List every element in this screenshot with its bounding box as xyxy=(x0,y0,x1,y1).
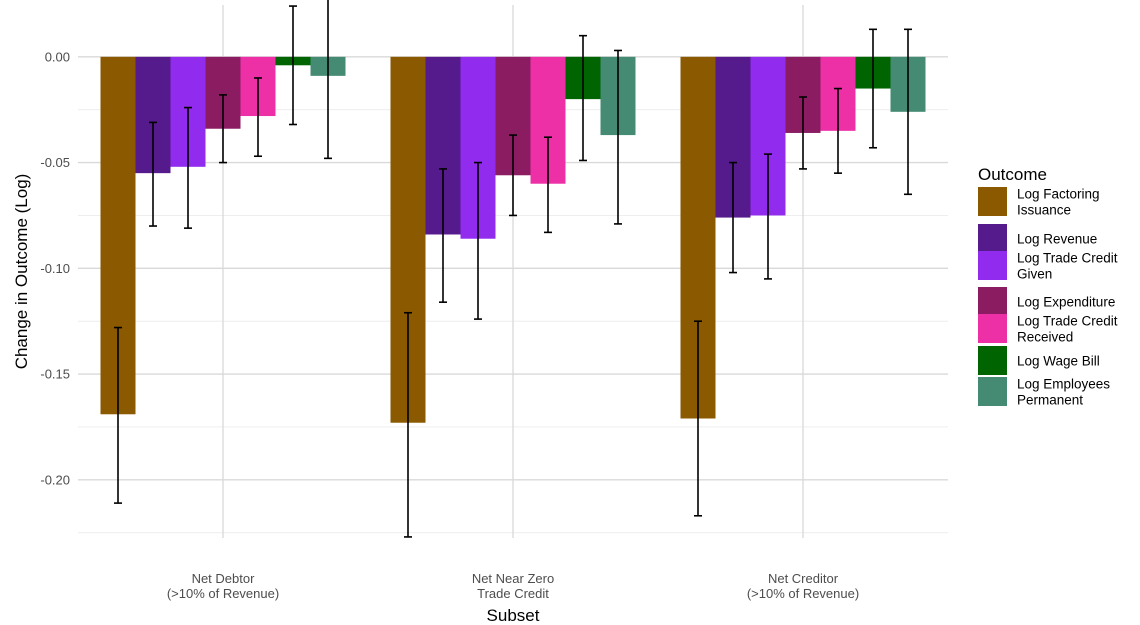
legend-item: Log Trade Credit Received xyxy=(978,314,1118,345)
legend: Outcome Log Factoring Issuance Log Revenue… xyxy=(978,165,1118,408)
legend-item: Log Expenditure xyxy=(978,287,1115,316)
legend-label: Log Revenue xyxy=(1017,232,1097,247)
error-bar xyxy=(509,134,517,217)
error-bar xyxy=(764,153,772,280)
error-bar xyxy=(614,49,622,225)
error-bar xyxy=(254,77,262,158)
x-axis-ticks: Net Debtor (>10% of Revenue) Net Near Zero… xyxy=(167,571,859,601)
legend-label: Log Expenditure xyxy=(1017,295,1115,310)
legend-key xyxy=(978,287,1007,316)
legend-key xyxy=(978,224,1007,253)
error-bar xyxy=(324,0,332,160)
error-bar xyxy=(579,34,587,162)
y-tick-label: -0.20 xyxy=(40,472,70,487)
error-bar xyxy=(799,96,807,170)
error-bar xyxy=(474,161,482,320)
y-tick-label: -0.10 xyxy=(40,261,70,276)
y-tick-label: -0.05 xyxy=(40,155,70,170)
error-bar xyxy=(729,161,737,274)
error-bar xyxy=(834,87,842,174)
legend-label: Log Wage Bill xyxy=(1017,354,1100,369)
error-bar xyxy=(694,320,702,517)
legend-key xyxy=(978,314,1007,343)
legend-key xyxy=(978,346,1007,375)
y-axis-title: Change in Outcome (Log) xyxy=(12,174,31,370)
error-bar xyxy=(904,28,912,196)
error-bar xyxy=(439,168,447,303)
error-bar xyxy=(149,121,157,227)
legend-label: Log Trade Credit Given xyxy=(1017,251,1118,282)
legend-item: Log Factoring Issuance xyxy=(978,187,1100,218)
legend-item: Log Trade Credit Given xyxy=(978,251,1118,282)
legend-key xyxy=(978,251,1007,280)
legend-item: Log Revenue xyxy=(978,224,1097,253)
error-bar xyxy=(184,106,192,229)
x-tick-label: Net Creditor (>10% of Revenue) xyxy=(747,571,859,601)
error-bars xyxy=(114,0,912,538)
legend-label: Log Employees Permanent xyxy=(1017,377,1110,408)
x-axis-title: Subset xyxy=(487,606,540,625)
y-tick-label: -0.15 xyxy=(40,367,70,382)
error-bar xyxy=(544,136,552,234)
error-bar xyxy=(114,326,122,504)
legend-item: Log Employees Permanent xyxy=(978,377,1110,408)
legend-key xyxy=(978,187,1007,216)
x-tick-label: Net Debtor (>10% of Revenue) xyxy=(167,571,279,601)
y-axis-ticks: 0.00 -0.05 -0.10 -0.15 -0.20 xyxy=(40,49,70,487)
legend-label: Log Trade Credit Received xyxy=(1017,314,1118,345)
error-bar xyxy=(404,311,412,538)
error-bar xyxy=(219,94,227,164)
error-bar xyxy=(289,5,297,126)
x-tick-label: Net Near Zero Trade Credit xyxy=(472,571,554,601)
legend-title: Outcome xyxy=(978,165,1047,184)
legend-item: Log Wage Bill xyxy=(978,346,1100,375)
legend-key xyxy=(978,377,1007,406)
error-bar xyxy=(869,28,877,149)
y-tick-label: 0.00 xyxy=(45,49,70,64)
legend-label: Log Factoring Issuance xyxy=(1017,187,1100,218)
